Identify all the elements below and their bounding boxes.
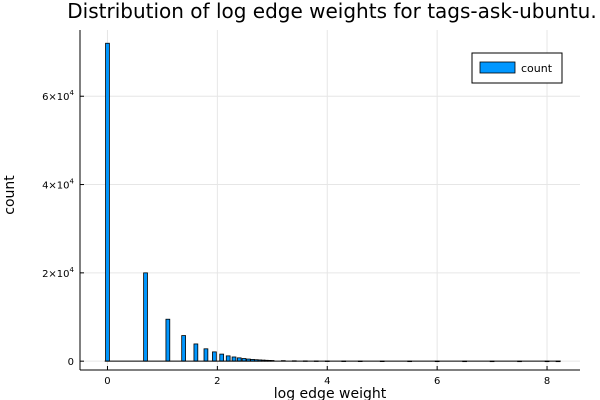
bars (104, 42, 561, 363)
x-tick-label: 6 (434, 376, 440, 387)
legend: count (471, 52, 563, 84)
bar (193, 343, 199, 362)
x-tick-label: 2 (214, 376, 220, 387)
y-ticks: 0 2×104 4×104 6×104 (42, 89, 84, 368)
chart-title: Distribution of log edge weights for tag… (67, 0, 596, 23)
bar (105, 42, 110, 362)
x-tick-label: 8 (544, 376, 550, 387)
y-tick-label: 6×104 (42, 89, 74, 103)
bar (225, 355, 231, 362)
bar (212, 351, 217, 362)
bar (203, 348, 209, 362)
bar (231, 356, 237, 362)
y-tick-label: 2×104 (42, 266, 74, 280)
x-tick-label: 4 (324, 376, 330, 387)
bar (143, 272, 148, 362)
bar (181, 335, 186, 362)
x-ticks: 0 2 4 6 8 (104, 366, 550, 387)
bar (165, 318, 171, 362)
legend-swatch (479, 61, 516, 74)
x-axis-label: log edge weight (274, 386, 387, 400)
y-tick-label: 4×104 (42, 178, 74, 192)
x-tick-label: 0 (104, 376, 110, 387)
y-axis-label: count (2, 175, 18, 215)
legend-label: count (521, 62, 553, 75)
bar (219, 353, 225, 362)
y-tick-label: 0 (68, 357, 74, 368)
